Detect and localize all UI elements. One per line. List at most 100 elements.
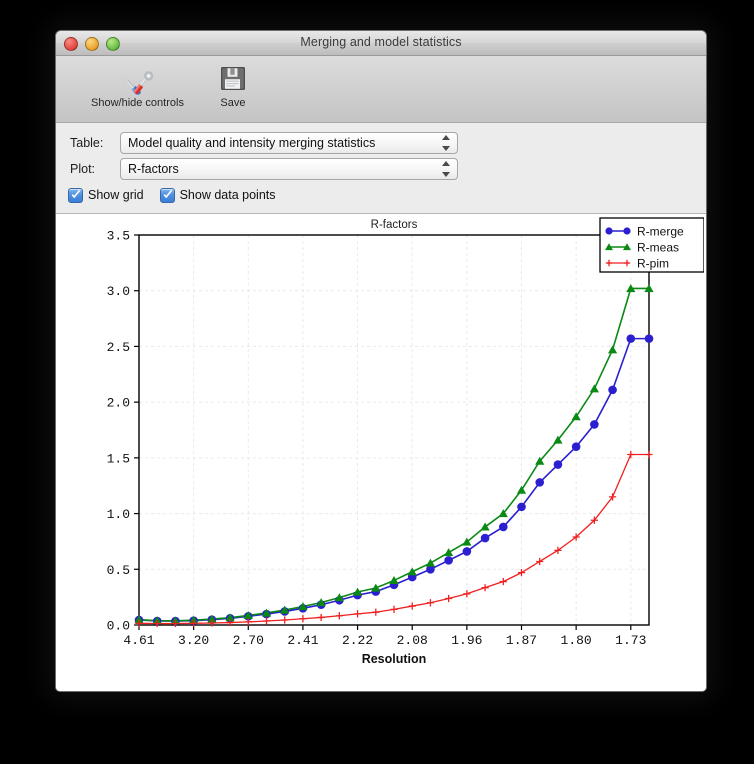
data-point	[536, 557, 544, 566]
data-point	[335, 612, 343, 620]
x-tick-label: 3.20	[178, 633, 209, 648]
x-tick-label: 2.22	[342, 633, 373, 648]
data-point	[444, 548, 454, 557]
data-point	[498, 522, 508, 532]
data-point	[426, 564, 435, 574]
window-titlebar[interactable]: Merging and model statistics	[56, 31, 706, 56]
data-point	[208, 619, 216, 627]
data-point	[590, 516, 598, 524]
data-point	[626, 334, 636, 343]
series-line	[138, 453, 649, 625]
data-point	[553, 435, 563, 444]
close-button[interactable]	[64, 37, 78, 51]
data-point	[589, 384, 599, 393]
x-tick-label: 2.08	[397, 633, 428, 648]
show-grid-checkbox[interactable]: Show grid	[68, 187, 144, 203]
data-point	[608, 385, 617, 395]
plot-area[interactable]: R-factors 0.0 0.5 1.0 1.5 2.0 2.5 3.0 3.5 4.61 3.2…	[56, 214, 706, 692]
data-point	[134, 615, 144, 624]
data-point	[280, 605, 290, 614]
data-point	[352, 587, 363, 596]
plot-label: Plot:	[70, 162, 96, 176]
data-point	[554, 546, 562, 554]
data-point	[480, 533, 490, 543]
y-tick-label: 0.5	[107, 563, 130, 578]
x-tick-label: 2.70	[233, 633, 264, 648]
data-point	[644, 284, 654, 293]
data-point	[516, 485, 527, 494]
show-grid-label: Show grid	[88, 188, 144, 202]
save-label: Save	[220, 97, 246, 109]
data-point	[407, 567, 417, 576]
plot-frame	[138, 234, 650, 626]
data-point	[445, 594, 453, 603]
data-point	[389, 576, 399, 585]
y-tick-label: 1.0	[107, 507, 130, 522]
checkmark-icon	[68, 187, 83, 203]
data-point	[481, 584, 489, 592]
data-point	[590, 420, 599, 429]
table-label: Table:	[70, 136, 104, 150]
window-controls	[64, 37, 120, 51]
data-point	[498, 509, 508, 518]
data-point	[535, 478, 545, 487]
data-point	[298, 602, 308, 611]
minimize-button[interactable]	[85, 37, 99, 51]
data-point	[353, 610, 362, 618]
data-point	[571, 412, 581, 421]
table-select[interactable]: Model quality and intensity merging stat…	[120, 132, 458, 154]
x-axis-label: Resolution	[362, 652, 427, 666]
table-row: Table: Model quality and intensity mergi…	[56, 130, 706, 156]
data-point	[462, 537, 472, 546]
data-point	[627, 450, 635, 459]
data-point	[645, 450, 653, 459]
table-select-value: Model quality and intensity merging stat…	[128, 136, 376, 150]
legend-label: R-meas	[637, 241, 679, 255]
plot-select[interactable]: R-factors	[120, 158, 458, 180]
data-point	[553, 460, 563, 469]
data-point	[517, 569, 526, 577]
application-window: Merging and model statistics	[55, 30, 707, 692]
save-button[interactable]: Save	[207, 59, 259, 109]
data-point	[207, 614, 217, 623]
checkbox-row: Show grid Show data points	[56, 184, 706, 206]
x-tick-label: 2.41	[287, 633, 318, 648]
show-data-points-checkbox[interactable]: Show data points	[159, 187, 276, 203]
maximize-button[interactable]	[106, 37, 120, 51]
plot-select-value: R-factors	[128, 162, 179, 176]
data-point	[517, 502, 526, 512]
data-point	[317, 613, 325, 622]
data-point	[644, 334, 654, 343]
data-point	[153, 619, 161, 628]
data-point	[571, 442, 581, 452]
toolbar: Show/hide controls	[56, 56, 706, 123]
data-point	[408, 602, 416, 610]
data-point	[480, 522, 490, 531]
data-point	[608, 493, 617, 501]
x-tick-label: 1.80	[561, 633, 592, 648]
r-factors-chart[interactable]: R-factors 0.0 0.5 1.0 1.5 2.0 2.5 3.0 3.5 4.61 3.2…	[56, 214, 704, 692]
data-point	[225, 613, 235, 622]
data-point	[316, 598, 326, 607]
checkmark-icon	[159, 187, 175, 203]
x-tick-label: 1.73	[615, 633, 646, 648]
y-tick-label: 2.5	[107, 340, 130, 355]
data-point	[462, 547, 472, 556]
window-title: Merging and model statistics	[300, 35, 462, 49]
series-line	[138, 287, 649, 622]
data-point	[425, 558, 436, 567]
show-hide-controls-button[interactable]: Show/hide controls	[88, 59, 187, 109]
stepper-arrows-icon	[441, 161, 450, 177]
y-tick-label: 3.0	[107, 284, 130, 299]
plot-row: Plot: R-factors	[56, 156, 706, 182]
data-point	[607, 345, 618, 354]
legend-label: R-merge	[637, 225, 684, 239]
data-point	[499, 577, 507, 586]
x-tick-label: 1.96	[451, 633, 482, 648]
y-tick-label: 1.5	[107, 451, 130, 466]
data-point	[226, 618, 234, 627]
x-tick-label: 4.61	[123, 633, 154, 648]
tools-icon	[119, 60, 155, 96]
data-point	[171, 619, 180, 628]
chart-legend: R-merge R-meas R-pim	[599, 217, 704, 273]
